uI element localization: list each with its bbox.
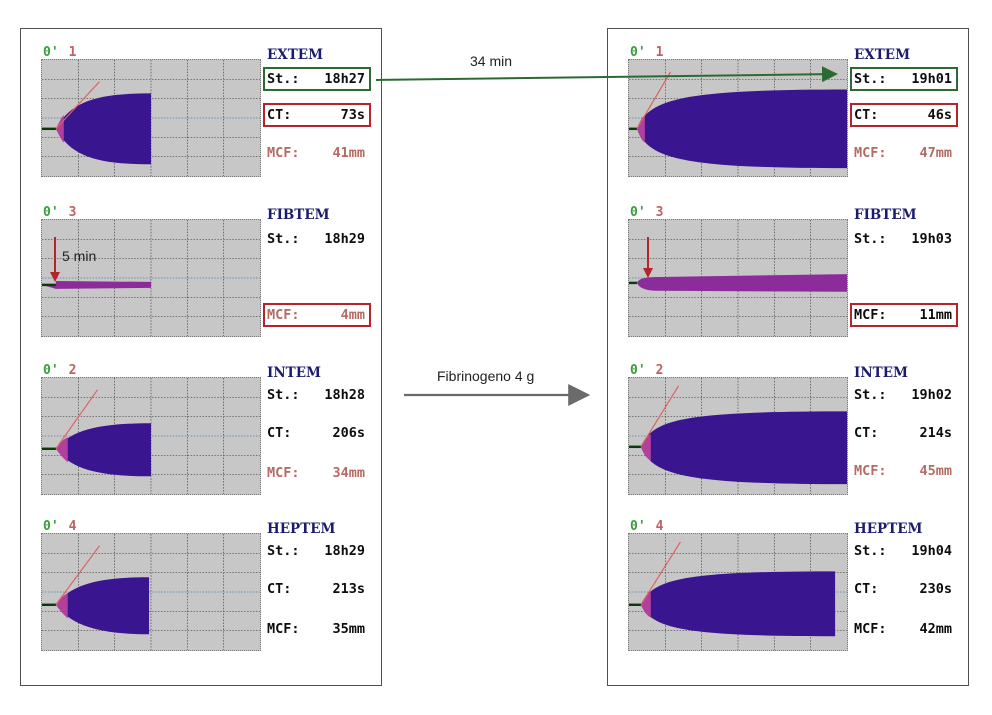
mcf-row: MCF: 45mm (854, 463, 952, 479)
mcf-row: MCF: 35mm (267, 621, 365, 637)
start-time-row: St.: 19h01 (850, 67, 958, 91)
clot-onset (636, 115, 645, 143)
mcf-row: MCF: 42mm (854, 621, 952, 637)
extem-panel-before: 0' 1 EXTEM St.: 18h27 CT: 73s MCF: 41mm (35, 45, 371, 190)
results-intem-before: INTEM St.: 18h28 CT: 206s MCF: 34mm (265, 363, 369, 508)
assay-name: FIBTEM (854, 207, 917, 223)
start-time-row: St.: 18h29 (267, 231, 365, 247)
assay-name: EXTEM (854, 47, 911, 63)
start-time-row: St.: 19h02 (854, 387, 952, 403)
angle-line (636, 71, 672, 130)
start-time-row: St.: 18h29 (267, 543, 365, 559)
delay-label: 5 min (62, 248, 97, 264)
assay-name: INTEM (267, 365, 321, 381)
angle-line (640, 541, 682, 606)
assay-name: INTEM (854, 365, 908, 381)
results-fibtem-after: FIBTEM St.: 19h03 MCF: 11mm (850, 205, 958, 350)
after-panel-frame: 0' 1 EXTEM St.: 19h01 CT: 46s MCF: 47mm 0' 3 (607, 28, 969, 686)
clot-onset (55, 115, 64, 143)
channel-label: 0' 1 (43, 45, 77, 60)
clot-onset (640, 592, 651, 618)
ct-row: CT: 214s (854, 425, 952, 441)
channel-label: 0' 3 (630, 205, 664, 220)
angle-line (55, 545, 100, 606)
ct-row: CT: 213s (267, 581, 365, 597)
heptem-panel-after: 0' 4 HEPTEM St.: 19h04 CT: 230s MCF: 42mm (622, 519, 956, 664)
clot-curve (629, 411, 847, 485)
results-intem-after: INTEM St.: 19h02 CT: 214s MCF: 45mm (852, 363, 956, 508)
mcf-row: MCF: 41mm (267, 145, 365, 161)
fibtem-trace (42, 280, 151, 289)
mcf-row: MCF: 11mm (850, 303, 958, 327)
extem-panel-after: 0' 1 EXTEM St.: 19h01 CT: 46s MCF: 47mm (622, 45, 958, 190)
temogram-fibtem-before (41, 219, 261, 337)
treatment-label: Fibrinogeno 4 g (437, 368, 535, 384)
results-heptem-before: HEPTEM St.: 18h29 CT: 213s MCF: 35mm (265, 519, 369, 664)
channel-label: 0' 2 (43, 363, 77, 378)
angle-line (55, 81, 100, 130)
clot-onset (55, 436, 68, 463)
fibtem-panel-before: 0' 3 FIBTEM St.: 18h29 MCF: 4mm (35, 205, 371, 350)
start-time-row: St.: 18h28 (267, 387, 365, 403)
clot-onset (640, 434, 651, 461)
temogram-heptem-after (628, 533, 848, 651)
fibtem-trace (629, 274, 847, 292)
ct-row: CT: 206s (267, 425, 365, 441)
channel-label: 0' 2 (630, 363, 664, 378)
ct-row: CT: 230s (854, 581, 952, 597)
ct-row: CT: 46s (850, 103, 958, 127)
results-extem-before: EXTEM St.: 18h27 CT: 73s MCF: 41mm (263, 45, 371, 190)
channel-label: 0' 1 (630, 45, 664, 60)
time-gap-label: 34 min (470, 53, 513, 69)
temogram-fibtem-after (628, 219, 848, 337)
channel-label: 0' 3 (43, 205, 77, 220)
mcf-row: MCF: 47mm (854, 145, 952, 161)
results-fibtem-before: FIBTEM St.: 18h29 MCF: 4mm (263, 205, 371, 350)
assay-name: FIBTEM (267, 207, 330, 223)
clot-curve (629, 89, 847, 169)
results-heptem-after: HEPTEM St.: 19h04 CT: 230s MCF: 42mm (852, 519, 956, 664)
assay-name: HEPTEM (267, 521, 336, 537)
channel-label: 0' 4 (630, 519, 664, 534)
start-time-row: St.: 19h03 (854, 231, 952, 247)
start-time-row: St.: 18h27 (263, 67, 371, 91)
start-time-row: St.: 19h04 (854, 543, 952, 559)
results-extem-after: EXTEM St.: 19h01 CT: 46s MCF: 47mm (850, 45, 958, 190)
assay-name: EXTEM (267, 47, 324, 63)
clot-curve (629, 571, 836, 637)
temogram-extem-before (41, 59, 261, 177)
clot-onset (55, 592, 68, 619)
temogram-intem-before (41, 377, 261, 495)
intem-panel-before: 0' 2 INTEM St.: 18h28 CT: 206s MCF: 34mm (35, 363, 369, 508)
angle-line (55, 389, 98, 450)
temogram-intem-after (628, 377, 848, 495)
before-panel-frame: 0' 1 EXTEM St.: 18h27 CT: 73s MCF: 41mm 0' 3 (20, 28, 382, 686)
temogram-heptem-before (41, 533, 261, 651)
intem-panel-after: 0' 2 INTEM St.: 19h02 CT: 214s MCF: 45mm (622, 363, 956, 508)
channel-label: 0' 4 (43, 519, 77, 534)
clot-curve (42, 93, 151, 165)
clot-curve (42, 577, 150, 635)
clot-curve (42, 423, 151, 477)
angle-line (640, 385, 680, 448)
mcf-row: MCF: 34mm (267, 465, 365, 481)
fibtem-panel-after: 0' 3 FIBTEM St.: 19h03 MCF: 11mm (622, 205, 958, 350)
heptem-panel-before: 0' 4 HEPTEM St.: 18h29 CT: 213s MCF: 35mm (35, 519, 369, 664)
assay-name: HEPTEM (854, 521, 923, 537)
mcf-row: MCF: 4mm (263, 303, 371, 327)
temogram-extem-after (628, 59, 848, 177)
ct-row: CT: 73s (263, 103, 371, 127)
